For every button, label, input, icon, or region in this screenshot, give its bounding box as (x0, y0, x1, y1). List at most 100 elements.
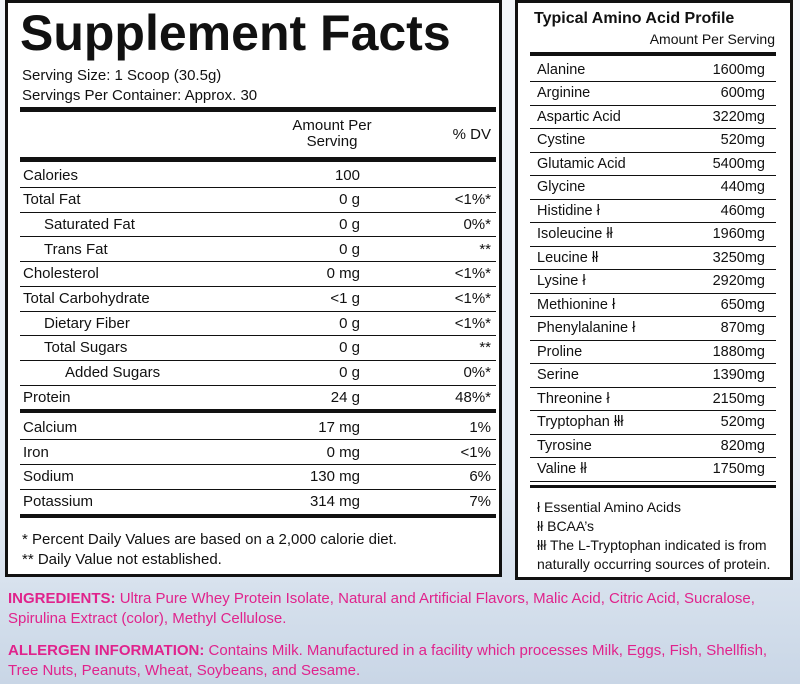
amino-amount: 460mg (720, 202, 765, 219)
amino-name: Alanine (537, 61, 586, 78)
rule (20, 359, 496, 361)
rule (530, 410, 776, 411)
rule (20, 335, 496, 337)
amino-name: Methionine ł (537, 296, 616, 313)
footnote: * Percent Daily Values are based on a 2,… (22, 530, 397, 548)
nutrient-name: Potassium (23, 492, 94, 510)
amino-amount: 650mg (720, 296, 765, 313)
ingredients-text: Ultra Pure Whey Protein Isolate, Natural… (8, 590, 755, 627)
rule (20, 384, 496, 386)
header-dv: % DV (452, 125, 491, 143)
amino-amount: 440mg (720, 179, 765, 196)
rule (530, 363, 776, 364)
nutrient-amount: 0 g (339, 364, 360, 382)
rule (20, 464, 496, 465)
nutrient-amount: 17 mg (318, 418, 360, 436)
amino-name: Threonine ł (537, 390, 610, 407)
rule (530, 292, 776, 294)
nutrient-dv: ** (479, 339, 491, 357)
rule (530, 128, 776, 129)
rule (20, 187, 496, 188)
rule (530, 81, 776, 82)
nutrient-amount: 0 mg (326, 265, 360, 283)
nutrient-dv: <1%* (454, 265, 491, 283)
nutrient-dv: ** (479, 240, 491, 258)
serving-size: Serving Size: 1 Scoop (30.5g) (22, 66, 222, 84)
amino-amount: 2920mg (712, 273, 765, 290)
amino-amount: 1390mg (712, 367, 765, 384)
nutrient-name: Dietary Fiber (44, 314, 130, 332)
nutrient-name: Total Sugars (44, 339, 128, 357)
amino-amount: 520mg (720, 414, 765, 431)
amino-amount: 1600mg (712, 61, 765, 78)
nutrient-amount: 0 g (339, 215, 360, 233)
nutrient-dv: 7% (469, 492, 491, 510)
ingredients-label: INGREDIENTS: (8, 590, 116, 607)
amino-amount: 1880mg (712, 343, 765, 360)
rule (20, 236, 496, 238)
rule (530, 104, 776, 106)
amino-name: Arginine (537, 85, 591, 102)
rule (530, 198, 776, 200)
nutrient-amount: <1 g (330, 290, 360, 307)
nutrient-dv: <1%* (454, 314, 491, 332)
title: Supplement Facts (20, 5, 451, 61)
nutrient-amount: 0 g (339, 191, 360, 209)
servings-per-container: Servings Per Container: Approx. 30 (22, 86, 258, 104)
nutrient-dv: <1%* (454, 191, 491, 209)
allergen: ALLERGEN INFORMATION: Contains Milk. Man… (8, 641, 793, 681)
nutrient-dv: 1% (469, 418, 491, 436)
amino-subtitle: Amount Per Serving (649, 31, 775, 47)
rule (20, 439, 496, 441)
nutrient-dv: 0%* (463, 364, 491, 382)
header-amount: Amount Per Serving (292, 117, 372, 150)
rule (530, 269, 776, 270)
allergen-text: Contains Milk. Manufactured in a facilit… (8, 642, 768, 679)
nutrient-name: Calcium (23, 418, 78, 436)
rule (530, 480, 776, 482)
amino-name: Histidine ł (537, 202, 600, 219)
rule (530, 457, 776, 458)
rule (530, 151, 776, 153)
amino-amount: 3220mg (712, 108, 765, 125)
amino-profile-panel (515, 0, 793, 580)
nutrient-name: Total Fat (23, 191, 81, 209)
amino-name: Lysine ł (537, 273, 586, 290)
nutrient-amount: 100 (334, 166, 360, 184)
amino-name: Valine łł (537, 461, 587, 478)
nutrient-amount: 0 g (339, 339, 360, 357)
nutrient-name: Saturated Fat (44, 215, 135, 233)
rule (20, 157, 496, 162)
nutrient-name: Cholesterol (23, 265, 99, 283)
rule (20, 107, 496, 112)
rule (20, 261, 496, 263)
amino-legend: ł Essential Amino Acids (537, 499, 681, 515)
nutrient-amount: 0 g (339, 240, 360, 258)
nutrient-dv: <1% (460, 443, 491, 461)
amino-amount: 600mg (720, 85, 765, 102)
nutrient-dv: <1%* (454, 290, 491, 307)
rule (530, 433, 776, 435)
ingredients: INGREDIENTS: Ultra Pure Whey Protein Iso… (8, 589, 793, 629)
amino-name: Cystine (537, 132, 586, 149)
amino-legend: naturally occurring sources of protein. (537, 556, 771, 572)
rule (530, 339, 776, 341)
nutrient-name: Added Sugars (65, 364, 161, 382)
rule (20, 310, 496, 312)
amino-amount: 5400mg (712, 155, 765, 172)
nutrient-amount: 24 g (330, 388, 360, 406)
amino-amount: 2150mg (712, 390, 765, 407)
amino-name: Tyrosine (537, 437, 592, 454)
nutrient-name: Sodium (23, 468, 74, 486)
amino-legend: łł BCAA’s (537, 518, 595, 534)
nutrient-name: Calories (23, 166, 79, 184)
nutrient-name: Trans Fat (44, 240, 108, 258)
amino-amount: 1960mg (712, 226, 765, 243)
amino-amount: 520mg (720, 132, 765, 149)
nutrient-dv: 6% (469, 468, 491, 486)
rule (20, 211, 496, 213)
amino-name: Serine (537, 367, 579, 384)
nutrient-dv: 48%* (455, 388, 491, 406)
nutrient-name: Total Carbohydrate (23, 290, 150, 307)
